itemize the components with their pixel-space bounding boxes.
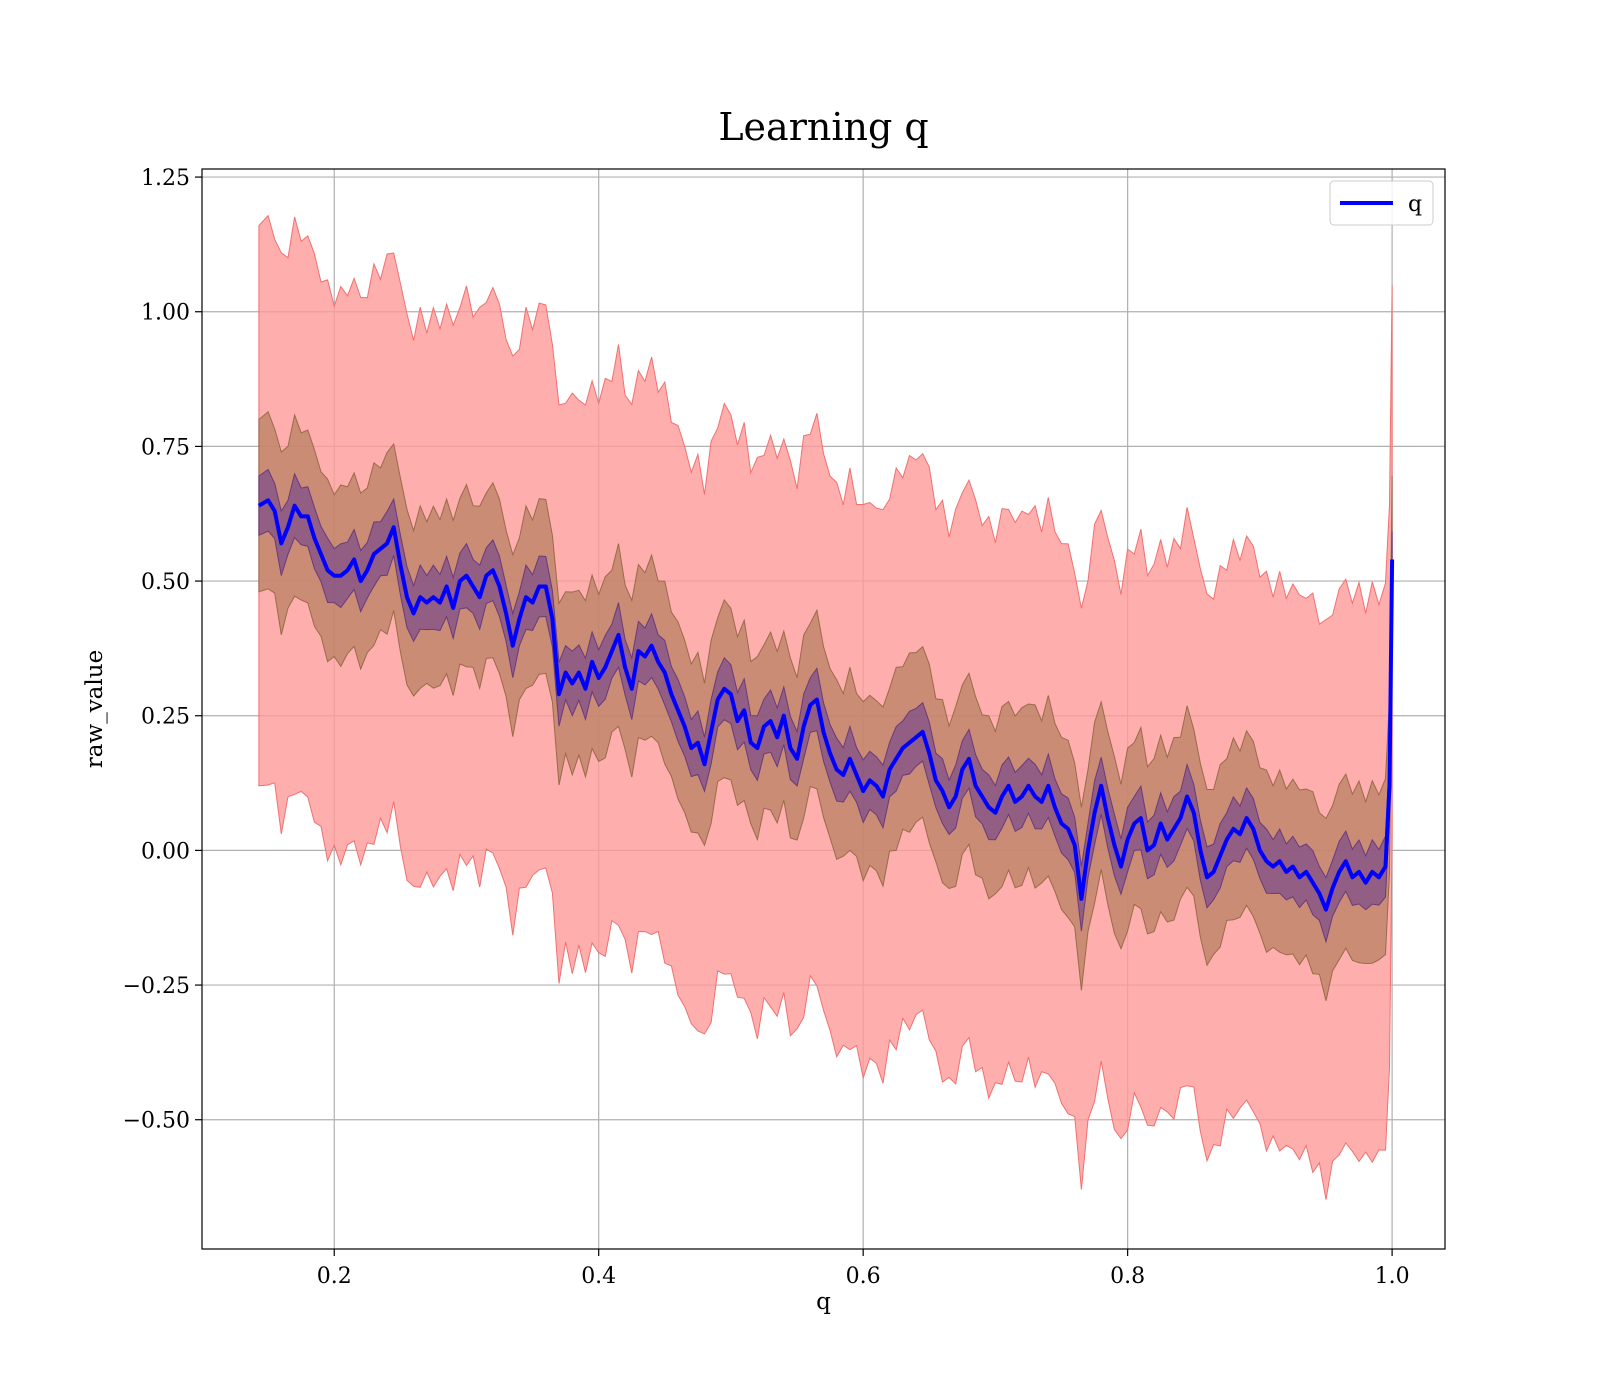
legend: q xyxy=(1329,180,1434,226)
y-axis-label: raw_value xyxy=(82,650,108,768)
y-tick-label: −0.50 xyxy=(123,1109,190,1134)
x-ticks: 0.2 0.4 0.6 0.8 1.0 xyxy=(317,1249,1410,1289)
x-axis-label: q xyxy=(816,1289,831,1315)
plot-frame xyxy=(201,168,1446,1250)
series-lines xyxy=(257,498,1395,912)
x-tick-label: 0.6 xyxy=(846,1264,881,1289)
y-tick-label: 0.00 xyxy=(141,839,190,864)
y-tick-label: 0.50 xyxy=(141,570,190,595)
series-line-q xyxy=(257,498,1395,912)
x-tick-label: 0.8 xyxy=(1110,1264,1145,1289)
y-tick-label: 0.25 xyxy=(141,705,190,730)
confidence-bands xyxy=(258,214,1393,1200)
y-tick-label: 1.25 xyxy=(141,166,190,191)
y-tick-label: −0.25 xyxy=(123,974,190,999)
x-tick-label: 0.2 xyxy=(317,1264,352,1289)
y-ticks: −0.50 −0.25 0.00 0.25 0.50 0.75 1.00 1.25 xyxy=(123,166,202,1134)
y-tick-label: 1.00 xyxy=(141,301,190,326)
chart-title: Learning q xyxy=(718,105,928,149)
x-tick-label: 1.0 xyxy=(1375,1264,1410,1289)
x-tick-label: 0.4 xyxy=(581,1264,616,1289)
y-tick-label: 0.75 xyxy=(141,435,190,460)
legend-label-q: q xyxy=(1408,192,1422,217)
